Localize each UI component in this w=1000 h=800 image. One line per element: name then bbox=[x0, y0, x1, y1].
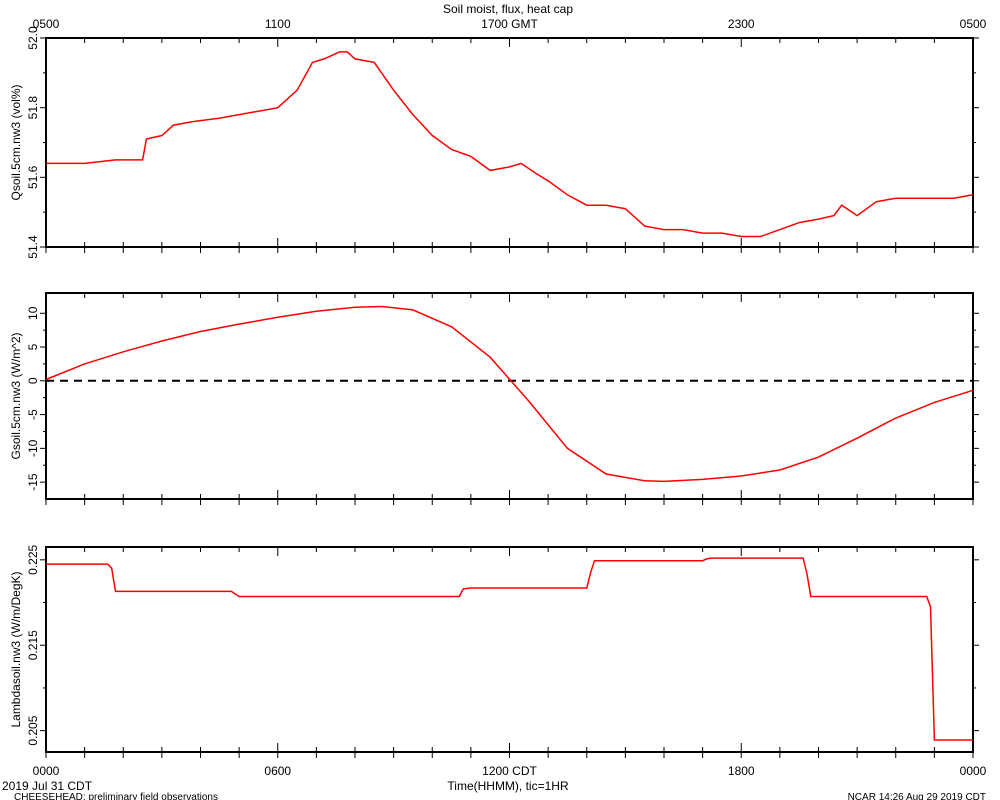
y-tick-label: 0 bbox=[26, 377, 40, 384]
bottom-tick-label: 0000 bbox=[33, 764, 60, 778]
bottom-tick-label: 0000 bbox=[960, 764, 987, 778]
top-tick-label: 2300 bbox=[728, 17, 755, 31]
date-label: 2019 Jul 31 CDT bbox=[2, 779, 93, 793]
top-tick-label: 0500 bbox=[960, 17, 987, 31]
y-tick-label: 0.215 bbox=[26, 630, 40, 660]
series-line bbox=[46, 557, 973, 741]
chart-panels: 0500 1100 1700 GMT 2300 0500 0000 0600 1200 CDT… bbox=[9, 17, 987, 778]
y-tick-label: 10 bbox=[26, 306, 40, 320]
y-tick-label: 51.6 bbox=[26, 165, 40, 189]
y-tick-label: 52.0 bbox=[26, 26, 40, 50]
plot-frame bbox=[45, 292, 974, 500]
footer-right-note: NCAR 14:26 Aug 29 2019 CDT bbox=[848, 792, 986, 800]
y-tick-label: 0.205 bbox=[26, 715, 40, 745]
y-tick-label: -5 bbox=[26, 409, 40, 420]
y-axis-label: Gsoil.5cm.nw3 (W/m^2) bbox=[9, 333, 23, 460]
y-tick-label: 51.8 bbox=[26, 96, 40, 120]
y-tick-label: 51.4 bbox=[26, 235, 40, 259]
y-axis-label: Lambdasoil.nw3 (W/m/DegK) bbox=[9, 571, 23, 727]
series-line bbox=[45, 305, 974, 483]
y-tick-label: -10 bbox=[26, 439, 40, 457]
x-axis-label: Time(HHMM), tic=1HR bbox=[447, 779, 569, 793]
plot-frame bbox=[45, 546, 974, 753]
bottom-tick-label: 1200 CDT bbox=[482, 764, 537, 778]
bottom-tick-label: 1800 bbox=[728, 764, 755, 778]
y-axis-label: Qsoil.5cm.nw3 (vol%) bbox=[9, 84, 23, 200]
top-tick-label: 1700 GMT bbox=[481, 17, 538, 31]
y-tick-label: 0.225 bbox=[26, 544, 40, 574]
y-tick-label: -15 bbox=[26, 473, 40, 491]
series-line bbox=[46, 51, 974, 238]
top-tick-label: 1100 bbox=[265, 17, 291, 31]
bottom-tick-label: 0600 bbox=[264, 764, 291, 778]
top-tick-label: 0500 bbox=[33, 17, 60, 31]
footer-left-note: CHEESEHEAD: preliminary field observatio… bbox=[14, 792, 218, 800]
chart-title: Soil moist, flux, heat cap bbox=[443, 2, 573, 16]
y-tick-label: 5 bbox=[26, 343, 40, 350]
